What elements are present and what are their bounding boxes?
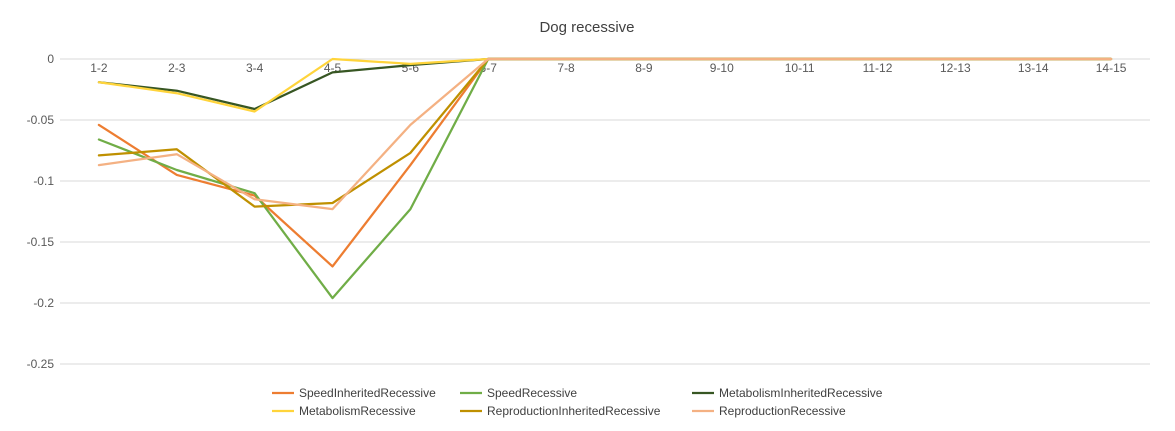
legend-item: MetabolismRecessive bbox=[272, 404, 416, 418]
y-tick-label: -0.15 bbox=[27, 235, 55, 249]
y-tick-label: -0.1 bbox=[33, 174, 54, 188]
x-axis-ticks: 1-2 2-3 3-4 4-5 5-6 6-7 7-8 8-9 9-10 10-11 11-12 12… bbox=[90, 61, 1126, 75]
x-tick-label: 10-11 bbox=[785, 61, 815, 75]
legend-label: ReproductionInheritedRecessive bbox=[487, 404, 661, 418]
legend: SpeedInheritedRecessive SpeedRecessive Met… bbox=[272, 386, 883, 418]
legend-item: ReproductionRecessive bbox=[692, 404, 846, 418]
x-tick-label: 13-14 bbox=[1018, 61, 1049, 75]
legend-label: SpeedRecessive bbox=[487, 386, 577, 400]
chart-title: Dog recessive bbox=[539, 19, 634, 36]
y-tick-label: -0.2 bbox=[33, 296, 54, 310]
series-line-ReproductionRecessive bbox=[97, 57, 1113, 211]
x-tick-label: 7-8 bbox=[557, 61, 575, 75]
x-tick-label: 9-10 bbox=[710, 61, 734, 75]
y-tick-label: -0.25 bbox=[27, 357, 55, 371]
x-tick-label: 3-4 bbox=[246, 61, 264, 75]
x-tick-label: 14-15 bbox=[1096, 61, 1127, 75]
legend-label: ReproductionRecessive bbox=[719, 404, 846, 418]
legend-label: MetabolismRecessive bbox=[299, 404, 416, 418]
legend-item: SpeedInheritedRecessive bbox=[272, 386, 436, 400]
legend-item: MetabolismInheritedRecessive bbox=[692, 386, 883, 400]
legend-item: SpeedRecessive bbox=[460, 386, 577, 400]
legend-label: SpeedInheritedRecessive bbox=[299, 386, 436, 400]
legend-label: MetabolismInheritedRecessive bbox=[719, 386, 883, 400]
x-tick-label: 11-12 bbox=[863, 61, 893, 75]
y-axis-ticks: 0 -0.05 -0.1 -0.15 -0.2 -0.25 bbox=[27, 52, 55, 371]
x-tick-label: 2-3 bbox=[168, 61, 186, 75]
series-lines bbox=[97, 57, 1113, 300]
legend-item: ReproductionInheritedRecessive bbox=[460, 404, 661, 418]
x-tick-label: 12-13 bbox=[940, 61, 971, 75]
y-tick-label: -0.05 bbox=[27, 113, 55, 127]
x-tick-label: 1-2 bbox=[90, 61, 108, 75]
x-tick-label: 8-9 bbox=[635, 61, 653, 75]
y-tick-label: 0 bbox=[47, 52, 54, 66]
gridlines bbox=[60, 58, 1150, 365]
